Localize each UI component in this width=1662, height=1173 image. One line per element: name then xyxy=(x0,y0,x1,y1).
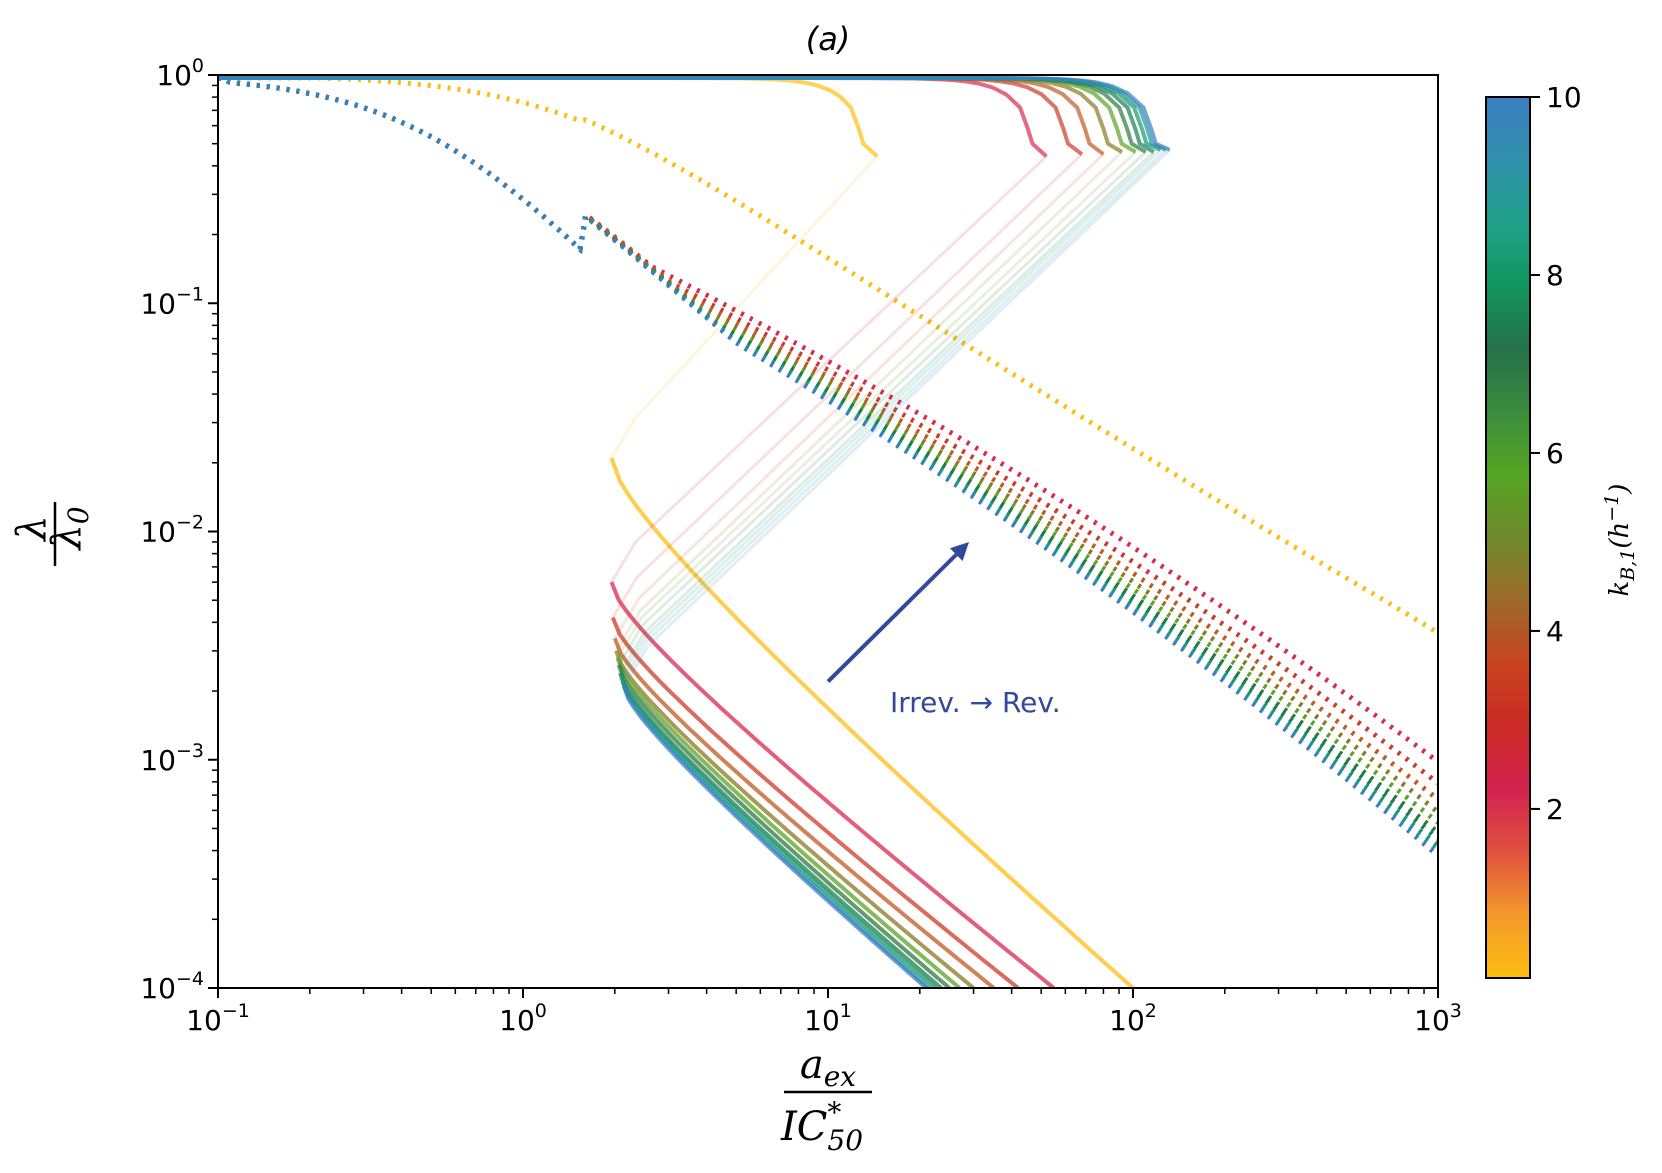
annotation: Irrev. → Rev. xyxy=(826,541,1061,719)
plateau-line-10 xyxy=(218,76,1171,152)
plateau-line-7 xyxy=(218,76,1155,154)
tail-line-6 xyxy=(616,664,951,988)
colorbar-label: kB,1(h−1) xyxy=(1601,484,1639,597)
x-axis-label: aex IC* 50 xyxy=(780,1042,872,1157)
x-tick-label: 100 xyxy=(499,1000,547,1037)
annotation-text: Irrev. → Rev. xyxy=(890,686,1061,719)
connector-line-7 xyxy=(618,150,1155,674)
plateau-line-3 xyxy=(218,76,1105,156)
dotted-line-10 xyxy=(218,75,1438,858)
x-label-denominator: IC* 50 xyxy=(780,1096,863,1157)
tail-line-5 xyxy=(615,656,961,988)
y-tick-label: 10−1 xyxy=(140,283,204,320)
y-label-denominator: λ0 xyxy=(44,506,95,551)
x-tick-label: 103 xyxy=(1414,1000,1462,1037)
plateau-line-6 xyxy=(218,76,1147,154)
axes-layer: 10−1 100 101 102 103 10−4 10−3 10−2 10−1 100 xyxy=(140,55,1462,1037)
connector-line-10 xyxy=(622,148,1171,687)
connector-line-3 xyxy=(613,153,1105,640)
dotted-line-0.1 xyxy=(218,75,1438,635)
plateau-line-2 xyxy=(218,76,1084,156)
dotted-line-1 xyxy=(218,75,1438,764)
connector-line-9 xyxy=(621,148,1167,683)
colorbar-tick-label: 2 xyxy=(1546,793,1564,826)
dotted-line-8 xyxy=(218,75,1438,848)
connector-line-0.1 xyxy=(610,155,879,459)
plateau-line-1 xyxy=(218,76,1048,158)
y-tick-label: 10−2 xyxy=(140,512,204,549)
plateau-line-4 xyxy=(218,76,1124,154)
colorbar-tick-label: 10 xyxy=(1546,81,1582,114)
annotation-arrow xyxy=(826,553,958,684)
tail-line-1 xyxy=(609,581,1056,988)
connector-line-1 xyxy=(610,155,1048,583)
y-tick-label: 100 xyxy=(156,55,204,92)
tail-line-8 xyxy=(619,676,937,988)
colorbar-tick-label: 8 xyxy=(1546,259,1564,292)
dotted-line-6 xyxy=(218,75,1438,835)
x-label-numerator: aex xyxy=(800,1042,856,1093)
tail-line-10 xyxy=(621,685,928,988)
connector-line-8 xyxy=(619,148,1162,678)
x-tick-label: 101 xyxy=(804,1000,852,1037)
dotted-line-3 xyxy=(218,75,1438,802)
connector-line-4 xyxy=(614,150,1123,652)
tail-line-0.1 xyxy=(609,457,1135,988)
series-10 xyxy=(218,75,1438,988)
connector-line-6 xyxy=(617,150,1147,666)
tail-line-9 xyxy=(620,680,931,988)
tail-line-3 xyxy=(612,637,996,988)
plateau-line-0.1 xyxy=(218,76,879,158)
y-label-numerator: λ xyxy=(9,515,55,542)
tail-line-7 xyxy=(618,672,943,988)
colorbar-tick-label: 6 xyxy=(1546,437,1564,470)
y-axis-label: λ λ0 xyxy=(9,502,95,566)
connector-line-2 xyxy=(611,153,1083,619)
plateau-line-8 xyxy=(218,76,1162,152)
colorbar-tick-label: 4 xyxy=(1546,615,1564,648)
chart-title: (a) xyxy=(806,20,851,58)
series-layer xyxy=(218,75,1438,988)
colorbar: 2 4 6 8 10 kB,1(h−1) xyxy=(1485,81,1639,979)
colorbar-gradient xyxy=(1485,96,1531,979)
x-tick-label: 102 xyxy=(1109,1000,1157,1037)
tail-line-4 xyxy=(614,650,975,988)
annotation-arrowhead xyxy=(949,541,970,562)
series-3 xyxy=(218,75,1438,988)
y-tick-label: 10−4 xyxy=(140,968,204,1005)
tail-line-2 xyxy=(610,616,1020,988)
colorbar-ticks: 2 4 6 8 10 xyxy=(1530,81,1582,826)
y-tick-label: 10−3 xyxy=(140,740,204,777)
connector-line-5 xyxy=(616,150,1137,659)
x-tick-label: 10−1 xyxy=(186,1000,250,1037)
